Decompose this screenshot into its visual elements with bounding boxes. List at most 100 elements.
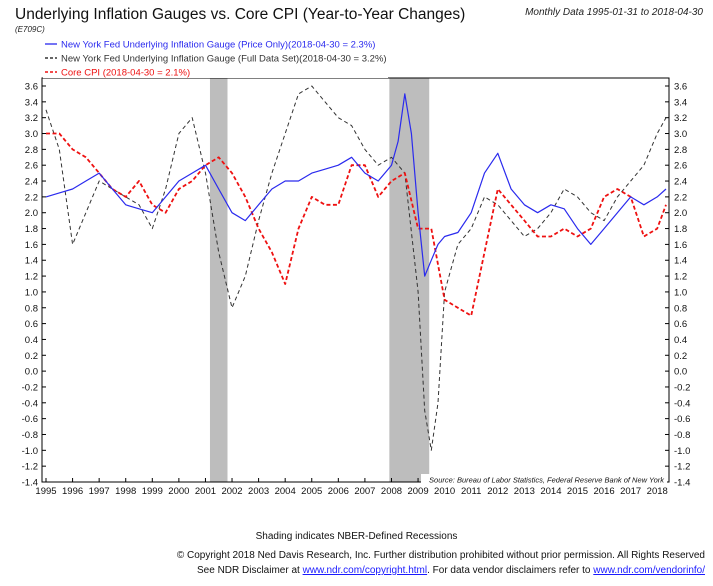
x-tick-label: 1995 bbox=[35, 486, 56, 497]
y-tick-label-left: 0.2 bbox=[25, 351, 38, 362]
y-tick-label-left: -0.2 bbox=[22, 382, 38, 393]
series-lines bbox=[45, 85, 667, 451]
recession-shading bbox=[209, 78, 430, 482]
chart-title: Underlying Inflation Gauges vs. Core CPI… bbox=[15, 6, 466, 23]
y-tick-label-right: 2.0 bbox=[674, 208, 687, 219]
x-tick-label: 2007 bbox=[354, 486, 375, 497]
x-tick-label: 2011 bbox=[461, 486, 481, 497]
x-tick-label: 2016 bbox=[594, 486, 615, 497]
plot-frame bbox=[41, 77, 670, 483]
x-tick-label: 2005 bbox=[301, 486, 322, 497]
y-tick-label-right: 0.6 bbox=[674, 319, 687, 330]
y-tick-label-right: 1.8 bbox=[674, 224, 687, 235]
x-tick-label: 2010 bbox=[434, 486, 455, 497]
y-tick-label-right: -0.8 bbox=[674, 430, 690, 441]
y-tick-label-right: 1.6 bbox=[674, 240, 687, 251]
x-tick-label: 1996 bbox=[62, 486, 83, 497]
y-tick-label-left: 3.6 bbox=[25, 82, 38, 93]
y-tick-label-right: 0.2 bbox=[674, 351, 687, 362]
y-tick-label-right: 0.8 bbox=[674, 303, 687, 314]
y-tick-label-right: -1.4 bbox=[674, 478, 690, 489]
x-tick-label: 2002 bbox=[221, 486, 242, 497]
y-tick-label-left: 2.0 bbox=[25, 208, 38, 219]
y-tick-label-right: 3.0 bbox=[674, 129, 687, 140]
y-tick-label-left: 3.4 bbox=[25, 97, 38, 108]
disclaimer-prefix: See NDR Disclaimer at bbox=[197, 565, 303, 576]
disclaimer-middle: . For data vendor disclaimers refer to bbox=[427, 565, 594, 576]
x-tick-label: 2014 bbox=[540, 486, 561, 497]
y-tick-label-left: 2.8 bbox=[25, 145, 38, 156]
y-tick-label-right: 3.2 bbox=[674, 113, 687, 124]
shading-note: Shading indicates NBER-Defined Recession… bbox=[255, 531, 458, 542]
y-axis-right: 3.6 3.4 3.2 3.0 2.8 2.6 2.4 2.2 2.0 1.8 1.6 1.4 1.2 1… bbox=[665, 82, 690, 489]
y-tick-label-left: 0.0 bbox=[25, 367, 38, 378]
data-period: Monthly Data 1995-01-31 to 2018-04-30 bbox=[525, 7, 703, 18]
copyright-line: © Copyright 2018 Ned Davis Research, Inc… bbox=[176, 550, 705, 561]
y-tick-label-left: -1.0 bbox=[22, 446, 38, 457]
y-tick-label-left: 2.2 bbox=[25, 192, 38, 203]
y-tick-label-right: 1.0 bbox=[674, 287, 687, 298]
vendor-info-link[interactable]: www.ndr.com/vendorinfo/ bbox=[593, 565, 705, 576]
y-tick-label-right: 2.8 bbox=[674, 145, 687, 156]
source-box bbox=[421, 474, 667, 485]
y-tick-label-left: -1.4 bbox=[22, 478, 38, 489]
y-tick-label-right: 3.6 bbox=[674, 82, 687, 93]
recession-band-1 bbox=[389, 78, 430, 482]
y-tick-label-right: -0.2 bbox=[674, 382, 690, 393]
x-tick-label: 2015 bbox=[567, 486, 588, 497]
y-tick-label-left: 2.6 bbox=[25, 161, 38, 172]
y-tick-label-right: 2.6 bbox=[674, 161, 687, 172]
y-tick-label-left: 0.6 bbox=[25, 319, 38, 330]
recession-band-0 bbox=[209, 78, 228, 482]
x-tick-label: 2006 bbox=[328, 486, 349, 497]
y-tick-label-left: 0.8 bbox=[25, 303, 38, 314]
y-tick-label-left: 3.2 bbox=[25, 113, 38, 124]
x-tick-label: 2012 bbox=[487, 486, 508, 497]
x-tick-label: 1998 bbox=[115, 486, 136, 497]
y-tick-label-left: 1.4 bbox=[25, 256, 38, 267]
x-tick-label: 2017 bbox=[620, 486, 641, 497]
x-tick-label: 2009 bbox=[407, 486, 428, 497]
x-tick-label: 2001 bbox=[195, 486, 216, 497]
y-tick-label-left: 1.8 bbox=[25, 224, 38, 235]
y-tick-label-right: 1.2 bbox=[674, 272, 687, 283]
y-tick-label-right: -1.0 bbox=[674, 446, 690, 457]
y-tick-label-right: 0.0 bbox=[674, 367, 687, 378]
x-tick-label: 2013 bbox=[514, 486, 535, 497]
y-tick-label-left: -1.2 bbox=[22, 462, 38, 473]
y-tick-label-right: -0.6 bbox=[674, 414, 690, 425]
legend-label-1: New York Fed Underlying Inflation Gauge … bbox=[61, 54, 387, 65]
series-line-0 bbox=[45, 93, 667, 277]
legend-box bbox=[43, 36, 388, 78]
y-tick-label-left: 1.0 bbox=[25, 287, 38, 298]
y-tick-label-left: -0.6 bbox=[22, 414, 38, 425]
copyright-link[interactable]: www.ndr.com/copyright.html bbox=[302, 565, 428, 576]
x-tick-label: 2003 bbox=[248, 486, 269, 497]
x-tick-label: 2000 bbox=[168, 486, 189, 497]
x-axis: 1995 1996 1997 1998 1999 2000 2001 2002 2003 2004… bbox=[35, 478, 668, 497]
x-tick-label: 2004 bbox=[275, 486, 296, 497]
legend-label-2: Core CPI (2018-04-30 = 2.1%) bbox=[61, 68, 190, 79]
y-tick-label-right: 1.4 bbox=[674, 256, 687, 267]
y-tick-label-left: -0.8 bbox=[22, 430, 38, 441]
series-line-2 bbox=[46, 132, 667, 317]
series-line-1 bbox=[45, 85, 667, 451]
y-tick-label-left: 0.4 bbox=[25, 335, 38, 346]
legend: New York Fed Underlying Inflation Gauge … bbox=[43, 36, 388, 79]
y-tick-label-left: 2.4 bbox=[25, 177, 38, 188]
source-note: Source: Bureau of Labor Statistics, Fede… bbox=[429, 476, 665, 485]
y-tick-label-left: 1.2 bbox=[25, 272, 38, 283]
x-tick-label: 1997 bbox=[89, 486, 110, 497]
chart-code: (E709C) bbox=[15, 25, 45, 34]
y-tick-label-right: 3.4 bbox=[674, 97, 687, 108]
y-tick-label-right: -1.2 bbox=[674, 462, 690, 473]
y-tick-label-right: 2.2 bbox=[674, 192, 687, 203]
legend-label-0: New York Fed Underlying Inflation Gauge … bbox=[61, 40, 375, 51]
x-tick-label: 1999 bbox=[142, 486, 163, 497]
y-tick-label-left: 3.0 bbox=[25, 129, 38, 140]
disclaimer-line: See NDR Disclaimer at www.ndr.com/copyri… bbox=[197, 565, 705, 576]
x-tick-label: 2008 bbox=[381, 486, 402, 497]
y-tick-label-right: 0.4 bbox=[674, 335, 687, 346]
x-tick-label: 2018 bbox=[647, 486, 668, 497]
